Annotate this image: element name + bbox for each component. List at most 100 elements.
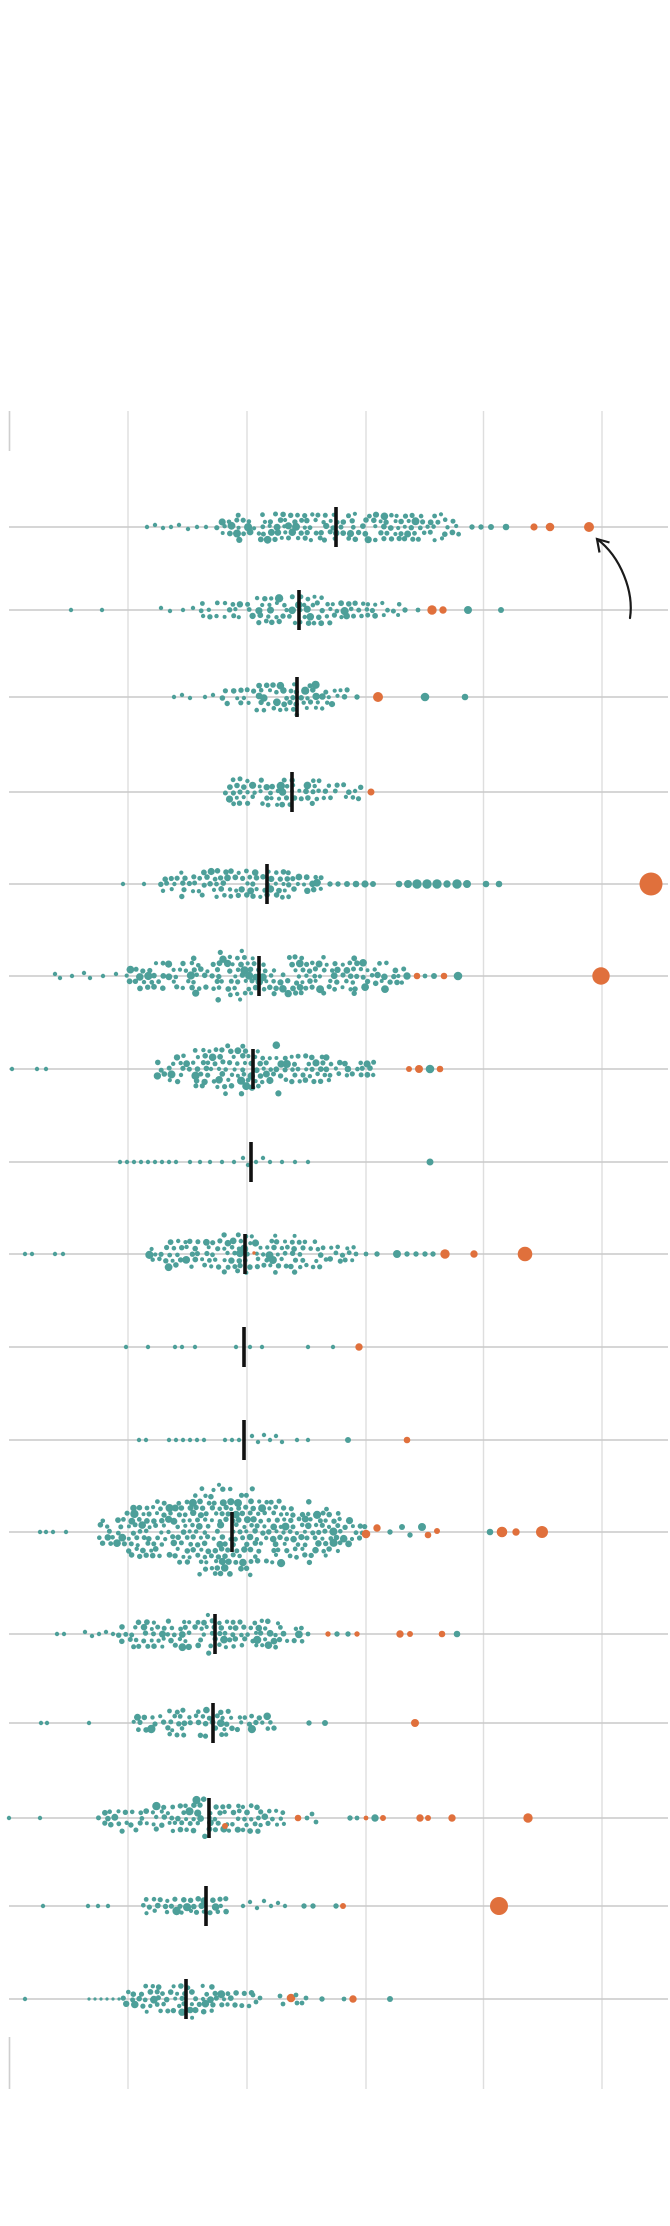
swarm-dot xyxy=(305,1159,311,1165)
swarm-dot xyxy=(190,955,197,962)
swarm-dot xyxy=(232,985,237,991)
swarm-dot xyxy=(343,967,351,974)
swarm-dot xyxy=(300,1546,305,1551)
swarm-dot xyxy=(384,960,389,966)
swarm-dot xyxy=(238,1091,245,1097)
swarm-dot xyxy=(222,1437,228,1443)
swarm-dot xyxy=(249,1234,254,1239)
swarm-dot xyxy=(257,784,262,789)
swarm-dot xyxy=(247,1344,253,1350)
swarm-dot xyxy=(267,528,275,536)
swarm-dot xyxy=(284,607,289,613)
swarm-dot xyxy=(258,1809,264,1815)
swarm-dot xyxy=(204,1250,210,1257)
swarm-dot xyxy=(295,512,300,518)
swarm-dot xyxy=(152,1721,158,1727)
swarm-dot xyxy=(398,518,404,525)
swarm-dot xyxy=(236,536,243,544)
swarm-dot xyxy=(203,1065,210,1072)
swarm-dot xyxy=(200,1060,206,1066)
swarm-dot xyxy=(201,1047,206,1053)
highlight-dot xyxy=(470,1250,478,1258)
swarm-dot xyxy=(201,1619,207,1626)
swarm-dot xyxy=(290,1524,296,1530)
swarm-dot xyxy=(252,526,257,531)
swarm-dot xyxy=(381,985,389,993)
swarm-dot xyxy=(172,1553,178,1559)
swarm-dot xyxy=(269,619,275,626)
swarm-dot xyxy=(310,602,316,608)
swarm-dot xyxy=(170,1517,178,1525)
swarm-dot xyxy=(219,1047,225,1053)
swarm-dot xyxy=(195,1552,201,1558)
swarm-dot xyxy=(227,1498,235,1506)
swarm-dot xyxy=(227,1625,233,1631)
swarm-dot xyxy=(298,530,304,536)
swarm-dot xyxy=(232,874,239,881)
swarm-dot xyxy=(160,973,167,979)
median-tick xyxy=(295,677,299,717)
swarm-dot xyxy=(161,2001,166,2007)
swarm-dot xyxy=(172,1344,178,1350)
swarm-dot xyxy=(190,1509,197,1517)
swarm-dot xyxy=(245,881,250,886)
swarm-dot xyxy=(315,700,320,705)
swarm-dot xyxy=(29,1251,35,1257)
swarm-dot xyxy=(316,614,322,621)
swarm-dot xyxy=(268,790,273,796)
swarm-dot xyxy=(294,1531,299,1536)
swarm-dot xyxy=(218,518,226,526)
data-dot xyxy=(304,1815,310,1821)
swarm-dot xyxy=(119,1624,125,1630)
swarm-dot xyxy=(259,1618,264,1624)
swarm-dot xyxy=(294,980,300,986)
swarm-dot xyxy=(271,1071,276,1077)
swarm-dot xyxy=(130,1509,139,1519)
data-dot xyxy=(361,880,369,888)
swarm-dot xyxy=(258,687,264,693)
swarm-dot xyxy=(290,706,296,712)
swarm-dot xyxy=(211,1079,217,1084)
swarm-dot xyxy=(218,1903,223,1909)
data-dot xyxy=(319,1996,325,2002)
swarm-dot xyxy=(276,618,282,625)
data-dot xyxy=(413,1251,419,1257)
swarm-dot xyxy=(282,1541,287,1546)
swarm-dot xyxy=(158,1714,163,1719)
swarm-dot xyxy=(218,886,225,892)
swarm-dot xyxy=(337,1516,342,1522)
highlight-dot xyxy=(424,1531,432,1539)
highlight-dot xyxy=(396,1630,404,1638)
swarm-dot xyxy=(211,1500,217,1506)
swarm-dot xyxy=(280,613,286,619)
swarm-dot xyxy=(193,1078,200,1084)
swarm-dot xyxy=(312,1239,318,1244)
swarm-dot xyxy=(425,524,430,529)
swarm-dot xyxy=(144,1821,149,1826)
swarm-dot xyxy=(190,605,196,611)
swarm-dot xyxy=(154,1989,160,1995)
swarm-dot xyxy=(269,1238,275,1244)
swarm-dot xyxy=(234,1499,242,1507)
swarm-dot xyxy=(215,1246,221,1252)
swarm-dot xyxy=(180,880,186,886)
swarm-dot xyxy=(149,979,155,985)
swarm-dot xyxy=(168,1637,174,1644)
swarm-dot xyxy=(261,1252,266,1257)
swarm-dot xyxy=(351,966,356,972)
swarm-dot xyxy=(326,1546,332,1552)
swarm-dot xyxy=(247,1828,254,1834)
swarm-dot xyxy=(274,870,279,875)
swarm-dot xyxy=(202,1053,208,1059)
swarm-dot xyxy=(200,1714,206,1719)
swarm-dot xyxy=(307,978,313,984)
swarm-dot xyxy=(187,1518,192,1523)
swarm-dot xyxy=(127,1637,133,1642)
swarm-dot xyxy=(136,1995,142,2002)
swarm-dot xyxy=(185,526,191,532)
swarm-dot xyxy=(222,688,228,694)
swarm-dot xyxy=(268,1256,277,1264)
swarm-dot xyxy=(176,1500,182,1506)
highlight-dot xyxy=(407,1631,413,1637)
swarm-dot xyxy=(184,1244,189,1250)
